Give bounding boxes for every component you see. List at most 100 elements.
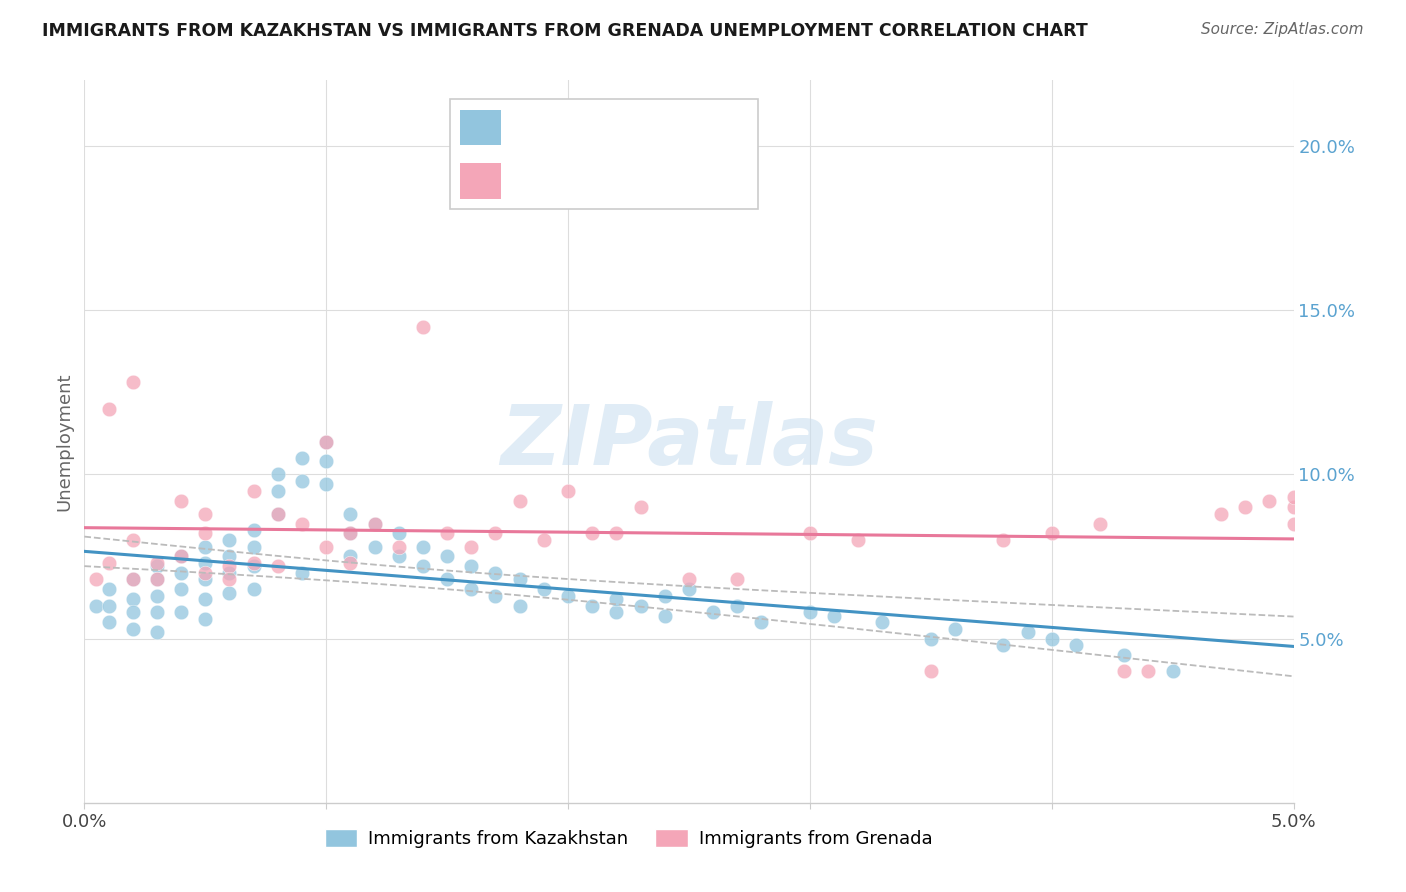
Point	[218, 573, 240, 587]
Point	[605, 526, 627, 541]
Legend: Immigrants from Kazakhstan, Immigrants from Grenada: Immigrants from Kazakhstan, Immigrants f…	[318, 822, 939, 855]
Point	[291, 566, 314, 580]
Point	[654, 589, 676, 603]
Point	[146, 556, 169, 570]
Point	[146, 559, 169, 574]
Point	[170, 549, 193, 564]
Point	[1282, 500, 1305, 515]
Point	[1258, 493, 1281, 508]
Point	[1282, 516, 1305, 531]
Point	[605, 605, 627, 619]
Point	[194, 507, 217, 521]
Point	[751, 615, 773, 630]
Point	[1114, 648, 1136, 662]
Point	[170, 605, 193, 619]
Point	[339, 556, 361, 570]
Point	[363, 540, 385, 554]
Point	[291, 516, 314, 531]
Point	[581, 599, 603, 613]
Point	[267, 483, 290, 498]
Point	[725, 599, 748, 613]
Point	[97, 401, 120, 416]
Point	[267, 467, 290, 482]
Point	[146, 573, 169, 587]
Point	[1114, 665, 1136, 679]
Point	[799, 526, 821, 541]
Point	[242, 523, 264, 537]
Point	[339, 549, 361, 564]
Point	[823, 608, 845, 623]
Point	[315, 454, 337, 468]
Text: Source: ZipAtlas.com: Source: ZipAtlas.com	[1201, 22, 1364, 37]
Point	[388, 549, 411, 564]
Point	[436, 549, 458, 564]
Point	[1040, 526, 1063, 541]
Point	[1403, 523, 1406, 537]
Point	[920, 665, 942, 679]
Point	[725, 573, 748, 587]
Point	[121, 533, 143, 547]
Point	[388, 540, 411, 554]
Point	[846, 533, 869, 547]
Point	[194, 556, 217, 570]
Point	[1282, 491, 1305, 505]
Point	[170, 549, 193, 564]
Point	[436, 526, 458, 541]
Point	[218, 585, 240, 599]
Point	[533, 533, 555, 547]
Point	[315, 434, 337, 449]
Y-axis label: Unemployment: Unemployment	[55, 372, 73, 511]
Point	[460, 540, 482, 554]
Point	[1088, 516, 1111, 531]
Point	[146, 605, 169, 619]
Point	[509, 573, 531, 587]
Point	[339, 526, 361, 541]
Point	[436, 573, 458, 587]
Point	[97, 599, 120, 613]
Point	[97, 615, 120, 630]
Point	[121, 573, 143, 587]
Point	[170, 582, 193, 597]
Point	[484, 526, 506, 541]
Point	[630, 500, 652, 515]
Point	[194, 540, 217, 554]
Point	[242, 559, 264, 574]
Point	[1306, 507, 1329, 521]
Point	[872, 615, 894, 630]
Point	[146, 625, 169, 640]
Point	[97, 582, 120, 597]
Point	[993, 638, 1015, 652]
Point	[146, 589, 169, 603]
Point	[86, 573, 108, 587]
Point	[460, 582, 482, 597]
Point	[121, 376, 143, 390]
Point	[484, 589, 506, 603]
Point	[339, 507, 361, 521]
Point	[218, 566, 240, 580]
Point	[1040, 632, 1063, 646]
Text: IMMIGRANTS FROM KAZAKHSTAN VS IMMIGRANTS FROM GRENADA UNEMPLOYMENT CORRELATION C: IMMIGRANTS FROM KAZAKHSTAN VS IMMIGRANTS…	[42, 22, 1088, 40]
Point	[1137, 665, 1160, 679]
Point	[654, 608, 676, 623]
Point	[315, 477, 337, 491]
Point	[799, 605, 821, 619]
Point	[194, 592, 217, 607]
Point	[1330, 500, 1353, 515]
Point	[218, 559, 240, 574]
Point	[605, 592, 627, 607]
Point	[146, 573, 169, 587]
Point	[509, 493, 531, 508]
Point	[291, 450, 314, 465]
Point	[97, 556, 120, 570]
Point	[170, 566, 193, 580]
Point	[121, 573, 143, 587]
Point	[993, 533, 1015, 547]
Point	[412, 319, 434, 334]
Point	[242, 540, 264, 554]
Point	[267, 559, 290, 574]
Point	[363, 516, 385, 531]
Point	[315, 434, 337, 449]
Point	[267, 507, 290, 521]
Point	[218, 549, 240, 564]
Point	[363, 516, 385, 531]
